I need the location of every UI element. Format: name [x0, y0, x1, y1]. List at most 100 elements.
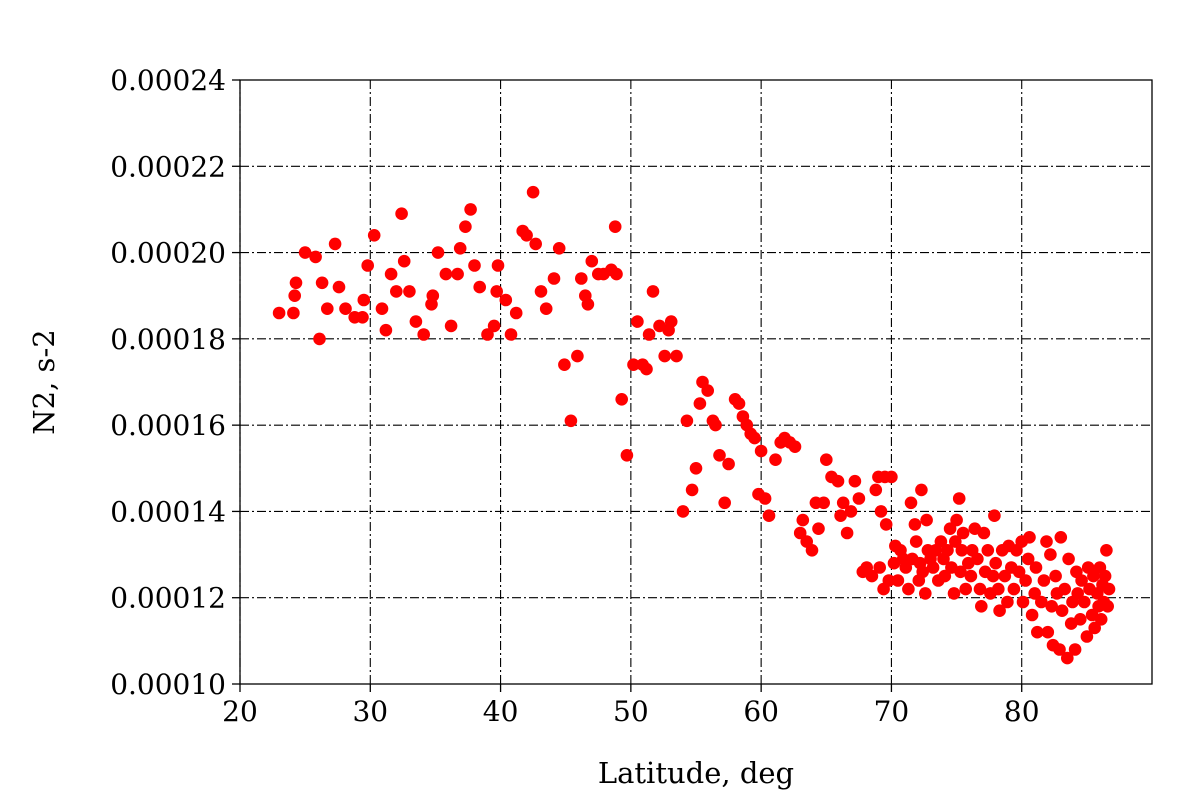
- data-point: [439, 267, 453, 281]
- data-point: [646, 285, 660, 298]
- data-point: [904, 496, 918, 510]
- x-tick-label: 60: [743, 695, 779, 728]
- data-point: [608, 220, 622, 233]
- data-point: [509, 306, 523, 320]
- data-point: [909, 535, 923, 548]
- data-point: [988, 509, 1001, 522]
- data-point: [640, 362, 653, 376]
- data-point: [1078, 595, 1091, 609]
- data-point: [558, 358, 571, 372]
- data-point: [464, 203, 477, 216]
- data-point: [796, 513, 810, 527]
- data-point: [552, 242, 566, 255]
- data-point: [754, 444, 768, 458]
- data-point: [571, 349, 584, 363]
- data-point: [397, 254, 411, 268]
- data-point: [955, 544, 969, 557]
- grid-lines: [239, 79, 1152, 685]
- y-tick-label: 0.00018: [110, 323, 226, 356]
- data-point: [952, 492, 966, 505]
- data-point: [869, 483, 883, 497]
- data-point: [920, 513, 933, 527]
- y-tick-label: 0.00016: [110, 409, 226, 442]
- data-point: [693, 397, 707, 410]
- data-point: [1049, 569, 1062, 583]
- data-point: [309, 250, 322, 264]
- data-point: [840, 526, 854, 540]
- data-point: [1053, 643, 1066, 656]
- data-point: [288, 289, 302, 303]
- data-point: [664, 315, 678, 328]
- data-point: [1016, 595, 1030, 609]
- data-point: [1041, 625, 1055, 639]
- data-points: [272, 185, 1116, 665]
- data-point: [852, 492, 866, 505]
- y-tick-label: 0.00024: [110, 64, 226, 97]
- data-point: [1088, 621, 1101, 635]
- data-point: [788, 440, 802, 454]
- data-point: [1044, 548, 1057, 561]
- data-point: [954, 565, 967, 579]
- data-point: [882, 574, 896, 587]
- y-tick-label: 0.00020: [110, 237, 226, 270]
- y-tick-label: 0.00012: [110, 582, 226, 615]
- data-point: [943, 522, 957, 535]
- data-point: [1029, 561, 1043, 574]
- data-point: [941, 544, 954, 557]
- data-point: [1025, 608, 1039, 622]
- data-point: [534, 285, 548, 298]
- data-point: [949, 535, 962, 548]
- data-point: [581, 298, 595, 311]
- data-point: [504, 328, 518, 341]
- data-point: [658, 349, 671, 363]
- data-point: [1012, 565, 1026, 579]
- data-point: [1021, 552, 1035, 566]
- data-point: [1058, 582, 1071, 596]
- data-point: [468, 259, 481, 272]
- data-point: [529, 237, 542, 251]
- data-point: [950, 513, 963, 527]
- data-point: [1101, 600, 1114, 613]
- data-point: [758, 492, 772, 505]
- data-point: [526, 185, 540, 199]
- data-point: [973, 582, 987, 596]
- data-point: [934, 535, 948, 548]
- data-point: [564, 414, 578, 428]
- data-point: [1040, 535, 1053, 548]
- data-point: [793, 526, 807, 540]
- data-point: [1071, 587, 1084, 600]
- data-point: [1094, 613, 1108, 626]
- data-point: [848, 474, 862, 488]
- data-point: [1019, 574, 1032, 587]
- data-point: [375, 302, 389, 316]
- data-point: [287, 306, 300, 320]
- data-point: [817, 496, 830, 510]
- data-point: [992, 582, 1005, 596]
- data-point: [403, 285, 416, 298]
- data-point: [1061, 651, 1074, 665]
- data-point: [1102, 582, 1116, 596]
- data-point: [874, 505, 888, 518]
- data-point: [1080, 630, 1094, 643]
- data-point: [610, 267, 623, 281]
- data-point: [844, 505, 858, 518]
- data-point: [885, 470, 898, 484]
- data-point: [627, 358, 640, 372]
- data-point: [1031, 625, 1044, 639]
- data-point: [1054, 531, 1068, 544]
- data-point: [298, 246, 312, 259]
- data-point: [1074, 613, 1087, 626]
- plot-frame: [239, 79, 1153, 685]
- data-point: [701, 384, 714, 397]
- data-point: [971, 552, 984, 566]
- data-point: [993, 604, 1006, 617]
- data-point: [473, 280, 487, 294]
- data-point: [426, 289, 440, 303]
- data-point: [328, 237, 342, 251]
- data-point: [902, 582, 915, 596]
- data-point: [748, 431, 761, 445]
- data-point: [356, 311, 369, 324]
- data-point: [289, 276, 303, 290]
- data-point: [1098, 569, 1112, 583]
- data-point: [709, 418, 722, 432]
